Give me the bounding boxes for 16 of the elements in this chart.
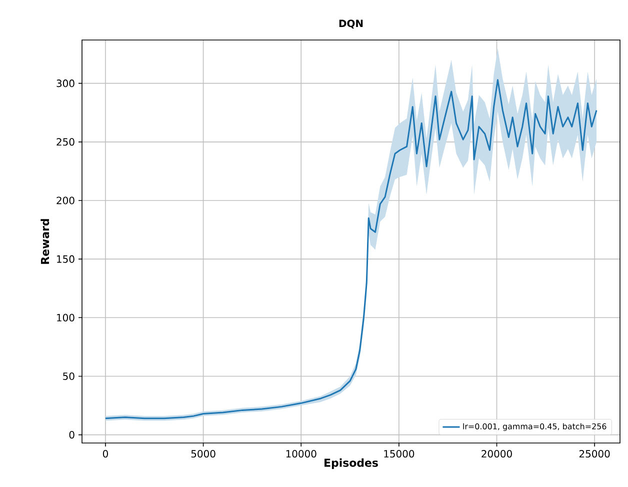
x-axis-title: Episodes — [324, 458, 378, 470]
x-tick-label: 20000 — [482, 450, 512, 458]
y-tick-label: 200 — [56, 196, 74, 204]
x-tick-label: 25000 — [579, 450, 610, 458]
x-tick-label: 0 — [102, 450, 108, 458]
y-tick-label: 50 — [63, 372, 74, 380]
x-tick-label: 10000 — [286, 450, 316, 458]
chart-title: DQN — [339, 20, 363, 28]
y-tick-label: 100 — [57, 314, 74, 322]
x-tick-label: 5000 — [191, 450, 216, 458]
y-axis-title: Reward — [40, 219, 50, 264]
y-tick-label: 150 — [57, 255, 74, 263]
y-tick-label: 300 — [56, 80, 74, 88]
y-tick-label: 0 — [69, 431, 74, 439]
y-tick-label: 250 — [56, 138, 74, 146]
x-tick-label: 15000 — [384, 450, 414, 458]
